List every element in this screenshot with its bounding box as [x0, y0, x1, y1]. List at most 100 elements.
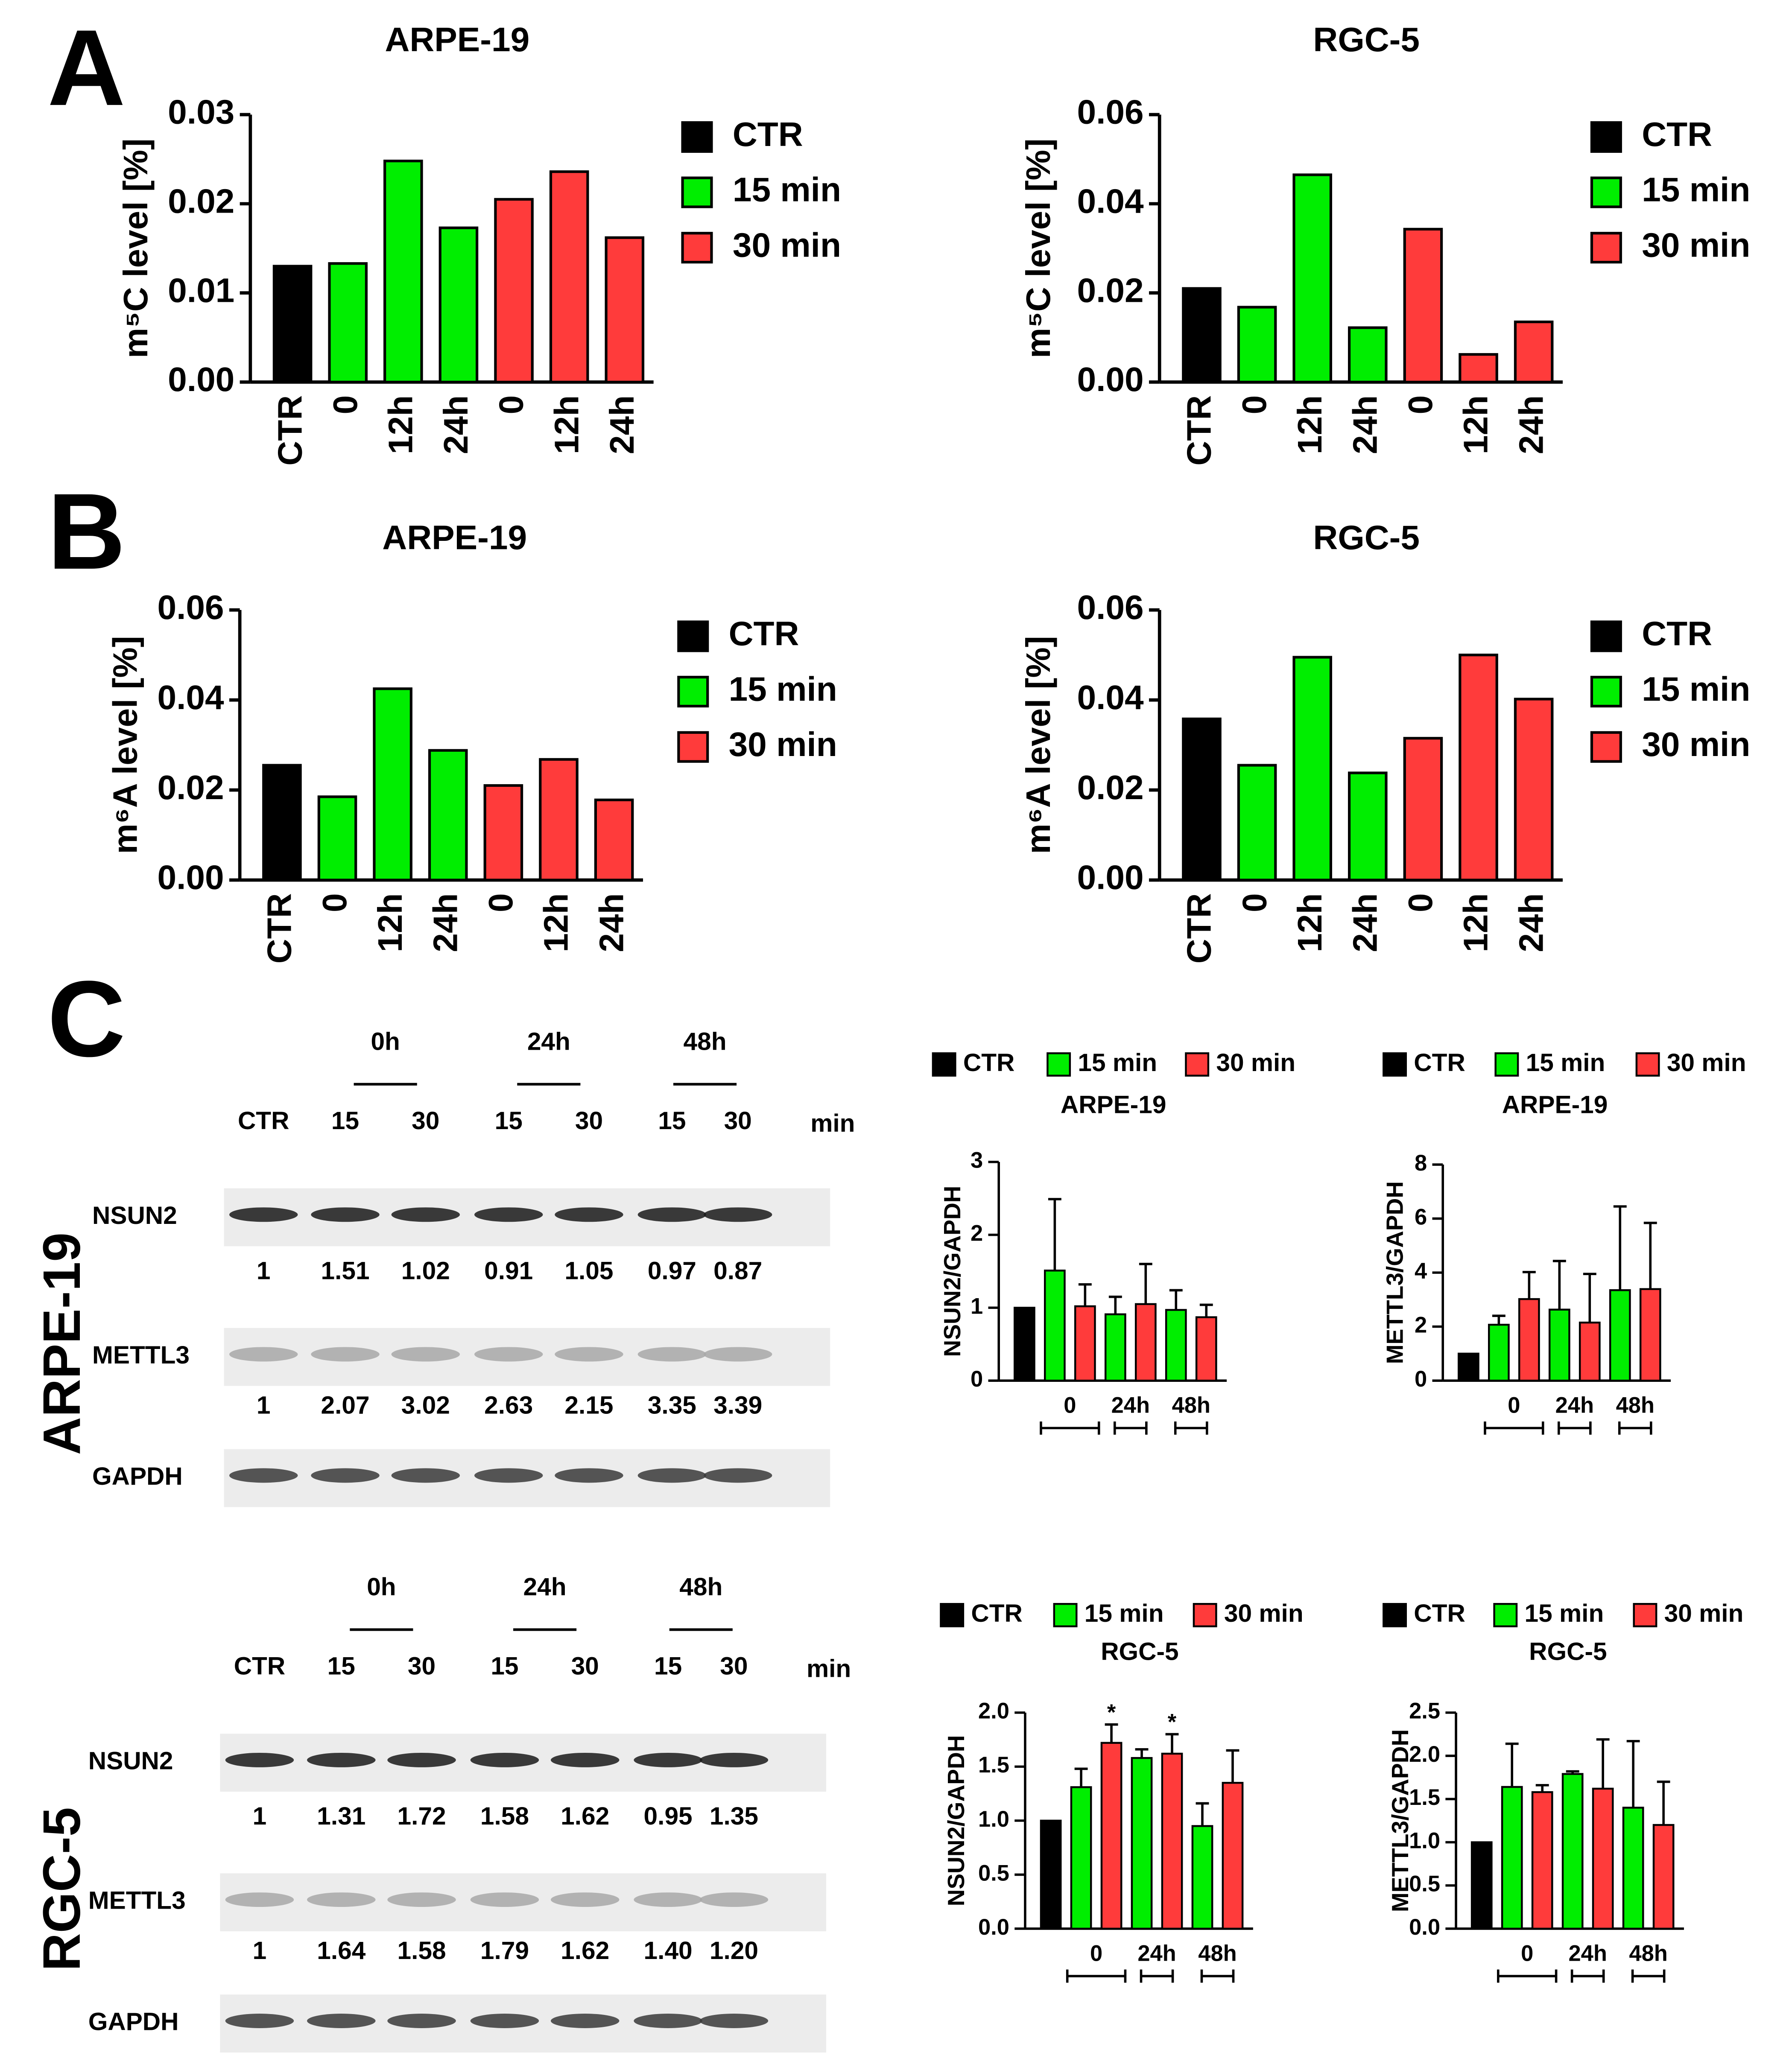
legend-swatch	[1590, 731, 1622, 763]
blot-band	[391, 1347, 460, 1362]
y-tick-label: 0	[1415, 1367, 1427, 1392]
blot-band	[229, 1468, 298, 1483]
bar	[1348, 771, 1388, 882]
x-tick-label: 0	[1401, 893, 1440, 912]
band-ratio: 1.31	[317, 1802, 365, 1830]
blot-band	[225, 2014, 294, 2028]
legend-swatch	[940, 1603, 965, 1627]
protein-label: METTL3	[88, 1887, 186, 1915]
x-tick-label: 12h	[371, 893, 409, 952]
blot-band	[634, 1752, 702, 1767]
bar	[1561, 1773, 1584, 1930]
bar	[1459, 353, 1498, 384]
y-tick-label: 0.06	[1077, 588, 1144, 627]
legend-swatch	[1047, 1052, 1071, 1077]
legend-label: 30 min	[1224, 1600, 1304, 1627]
band-ratio: 0.87	[713, 1257, 762, 1285]
bar	[1195, 1316, 1217, 1382]
x-tick-label: 12h	[1291, 893, 1329, 952]
y-tick-label: 0.00	[168, 360, 234, 399]
y-axis-label: METTL3/GAPDH	[1387, 1729, 1413, 1912]
error-bar	[1613, 1205, 1627, 1290]
legend-label: 15 min	[1078, 1049, 1157, 1077]
group-bracket	[1570, 1969, 1605, 1983]
blot-band	[699, 1892, 769, 1907]
legend-swatch	[932, 1052, 956, 1077]
chart-title: RGC-5	[1313, 518, 1420, 557]
legend-swatch	[1493, 1603, 1518, 1627]
legend-swatch	[681, 176, 713, 208]
error-bar	[1139, 1263, 1152, 1304]
y-tick-label: 0.5	[978, 1861, 1009, 1886]
blot-band	[550, 1892, 620, 1907]
band-ratio: 1	[253, 1802, 267, 1830]
y-tick-label: 2	[1415, 1313, 1427, 1338]
bar	[1104, 1313, 1126, 1382]
bar	[1470, 1841, 1493, 1930]
bar	[483, 784, 523, 882]
band-ratio: 2.15	[564, 1391, 613, 1419]
bar	[272, 265, 313, 384]
legend-label: 30 min	[1642, 725, 1750, 764]
group-label: 48h	[1172, 1393, 1210, 1418]
annotation: *	[1168, 1710, 1177, 1735]
error-bar	[1626, 1740, 1640, 1808]
error-bar	[1596, 1738, 1610, 1789]
bar	[1592, 1787, 1614, 1930]
lane-label: CTR	[238, 1107, 289, 1135]
y-tick-label: 0.0	[1409, 1915, 1440, 1940]
legend-label: CTR	[963, 1049, 1015, 1077]
group-label: 48h	[1198, 1941, 1237, 1966]
blot-band	[703, 1347, 772, 1362]
panel-letter: C	[47, 958, 126, 1079]
legend-swatch	[1633, 1603, 1658, 1627]
y-axis-label: m⁶A level [%]	[106, 636, 145, 854]
protein-label: GAPDH	[88, 2008, 179, 2036]
bar	[494, 198, 534, 384]
legend-label: 15 min	[1525, 1600, 1604, 1627]
y-tick-label: 8	[1415, 1151, 1427, 1176]
y-tick-label: 0.02	[157, 768, 224, 807]
blot-band	[311, 1207, 380, 1222]
chart-title: ARPE-19	[385, 20, 529, 59]
protein-label: NSUN2	[88, 1747, 173, 1775]
legend-swatch	[677, 676, 709, 708]
blot-band	[703, 1468, 772, 1483]
y-tick-label: 1.5	[978, 1753, 1009, 1778]
bar	[1458, 1352, 1479, 1382]
y-tick-label: 2.5	[1409, 1699, 1440, 1724]
band-ratio: 2.07	[321, 1391, 369, 1419]
blot-band	[550, 2014, 620, 2028]
legend-swatch	[1383, 1052, 1407, 1077]
group-bracket	[1631, 1969, 1666, 1983]
band-ratio: 1	[257, 1391, 271, 1419]
legend-swatch	[1635, 1052, 1660, 1077]
legend-label: 30 min	[1216, 1049, 1295, 1077]
band-ratio: 1.79	[480, 1937, 529, 1965]
group-bracket	[1497, 1969, 1558, 1983]
blot-band	[387, 1892, 456, 1907]
blot-band	[555, 1207, 623, 1222]
lane-label: 30	[575, 1107, 603, 1135]
chart-title: RGC-5	[1529, 1638, 1607, 1665]
legend-label: 15 min	[729, 670, 837, 708]
lane-label: 30	[408, 1652, 436, 1680]
error-bar	[1522, 1271, 1536, 1299]
chart-title: ARPE-19	[382, 518, 527, 557]
x-tick-label: CTR	[1180, 893, 1219, 963]
legend-swatch	[1590, 620, 1622, 652]
legend-swatch	[1185, 1052, 1210, 1077]
blot-band	[637, 1468, 707, 1483]
legend-swatch	[677, 731, 709, 763]
legend-label: CTR	[733, 115, 803, 154]
bar	[1134, 1303, 1157, 1382]
x-tick-label: 12h	[1291, 395, 1329, 454]
y-tick-label: 0.02	[168, 182, 234, 221]
lane-label: 30	[571, 1652, 599, 1680]
bar	[1044, 1270, 1066, 1382]
blot-band	[474, 1468, 543, 1483]
x-tick-label: 0	[1401, 395, 1440, 415]
y-tick-label: 0.0	[978, 1915, 1009, 1940]
bar	[1014, 1307, 1035, 1382]
y-axis-label: NSUN2/GAPDH	[939, 1186, 965, 1357]
